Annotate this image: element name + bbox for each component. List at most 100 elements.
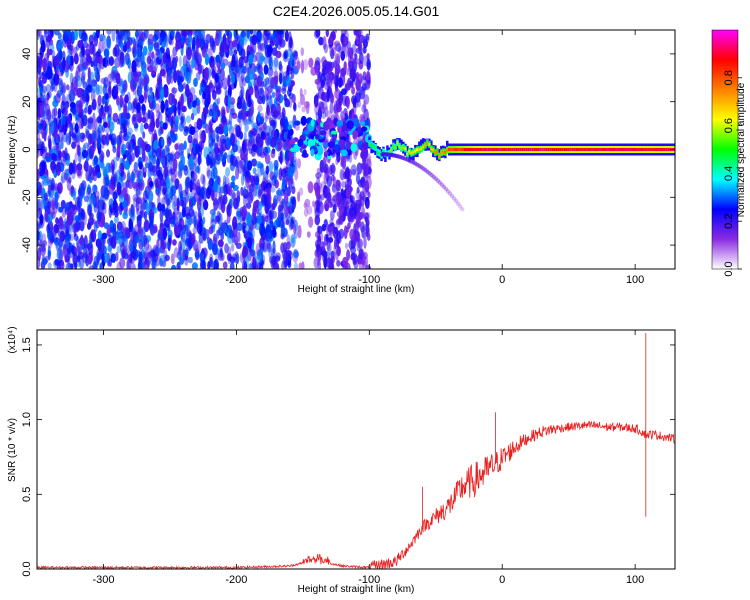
heatmap-cell bbox=[232, 222, 238, 229]
heatmap-cell bbox=[175, 226, 181, 236]
heatmap-cell bbox=[359, 121, 366, 126]
heatmap-cell bbox=[41, 180, 45, 190]
heatmap-cell bbox=[82, 81, 88, 89]
heatmap-cell bbox=[361, 104, 367, 113]
heatmap-cell bbox=[207, 185, 212, 196]
heatmap-cell bbox=[615, 148, 618, 151]
heatmap-cell bbox=[148, 89, 153, 104]
heatmap-cell bbox=[140, 122, 144, 135]
heatmap-cell bbox=[577, 148, 581, 151]
heatmap-cell bbox=[108, 162, 114, 173]
heatmap-cell bbox=[268, 161, 274, 173]
heatmap-cell bbox=[71, 105, 77, 118]
heatmap-cell bbox=[456, 201, 461, 206]
heatmap-cell bbox=[392, 144, 395, 148]
heatmap-cell bbox=[38, 207, 43, 216]
heatmap-cell bbox=[256, 61, 261, 74]
heatmap-cell bbox=[260, 131, 265, 139]
heatmap-cell bbox=[141, 67, 148, 78]
heatmap-cell bbox=[156, 72, 163, 85]
heatmap-cell bbox=[72, 189, 76, 201]
heatmap-cell bbox=[136, 214, 142, 229]
heatmap-cell bbox=[287, 166, 294, 179]
heatmap-cell bbox=[259, 52, 264, 66]
heatmap-cell bbox=[194, 218, 200, 230]
heatmap-cell bbox=[266, 102, 269, 114]
heatmap-cell bbox=[338, 46, 343, 58]
heatmap-cell bbox=[263, 64, 269, 75]
heatmap-cell bbox=[95, 84, 100, 96]
heatmap-cell bbox=[599, 148, 603, 151]
heatmap-cell bbox=[102, 202, 107, 210]
heatmap-cell bbox=[191, 36, 196, 50]
heatmap-cell bbox=[430, 147, 433, 151]
heatmap-cell bbox=[315, 119, 323, 129]
heatmap-cell bbox=[183, 140, 187, 150]
heatmap-cell bbox=[132, 142, 136, 150]
heatmap-cell bbox=[287, 177, 291, 186]
heatmap-cell bbox=[96, 60, 101, 75]
heatmap-cell bbox=[117, 37, 122, 47]
heatmap-cell bbox=[292, 49, 298, 58]
heatmap-cell bbox=[301, 144, 307, 150]
heatmap-cell bbox=[273, 159, 279, 171]
heatmap-cell bbox=[297, 224, 302, 239]
heatmap-cell bbox=[307, 138, 316, 148]
heatmap-cell bbox=[129, 256, 133, 264]
heatmap-cell bbox=[164, 144, 170, 157]
heatmap-cell bbox=[116, 245, 121, 254]
heatmap-cell bbox=[202, 260, 207, 269]
heatmap-cell bbox=[182, 202, 187, 216]
heatmap-cell bbox=[219, 186, 226, 194]
heatmap-cell bbox=[158, 129, 162, 137]
heatmap-cell bbox=[118, 194, 124, 203]
heatmap-cell bbox=[184, 206, 190, 219]
heatmap-cell bbox=[280, 118, 284, 127]
heatmap-cell bbox=[132, 181, 138, 189]
colorbar-tick-label: 0.0 bbox=[723, 261, 735, 276]
heatmap-cell bbox=[248, 54, 254, 65]
heatmap-cell bbox=[78, 102, 83, 115]
heatmap-cell bbox=[282, 50, 289, 63]
heatmap-cell bbox=[352, 117, 359, 125]
heatmap-cell bbox=[138, 210, 145, 218]
heatmap-cell bbox=[420, 147, 423, 151]
heatmap-cell bbox=[334, 237, 337, 250]
heatmap-cell bbox=[174, 151, 181, 160]
heatmap-cell bbox=[189, 126, 196, 136]
heatmap-cell bbox=[239, 75, 243, 89]
heatmap-cell bbox=[41, 88, 46, 102]
heatmap-cell bbox=[279, 200, 284, 212]
heatmap-cell bbox=[274, 159, 279, 170]
heatmap-cell bbox=[247, 160, 253, 171]
heatmap-cell bbox=[273, 261, 280, 269]
heatmap-cell bbox=[73, 53, 79, 65]
heatmap-cell bbox=[123, 79, 128, 92]
heatmap-cell bbox=[181, 83, 186, 90]
heatmap-cell bbox=[131, 226, 135, 235]
heatmap-cell bbox=[315, 30, 321, 38]
heatmap-cell bbox=[142, 190, 149, 203]
heatmap-cell bbox=[400, 146, 403, 150]
heatmap-cell bbox=[132, 48, 137, 58]
heatmap-cell bbox=[281, 87, 287, 95]
heatmap-cell bbox=[178, 143, 185, 156]
heatmap-cell bbox=[327, 192, 332, 204]
heatmap-cell bbox=[613, 148, 616, 151]
heatmap-cell bbox=[252, 167, 257, 175]
heatmap-cell bbox=[491, 148, 495, 151]
heatmap-cell bbox=[208, 177, 214, 187]
heatmap-cell bbox=[208, 226, 214, 235]
heatmap-cell bbox=[147, 33, 154, 45]
heatmap-cell bbox=[207, 261, 211, 269]
heatmap-cell bbox=[256, 37, 260, 45]
heatmap-cell bbox=[313, 182, 319, 192]
heatmap-cell bbox=[242, 65, 247, 74]
heatmap-cell bbox=[291, 237, 295, 244]
heatmap-cell bbox=[424, 143, 427, 147]
heatmap-cell bbox=[661, 148, 664, 151]
heatmap-cell bbox=[303, 101, 310, 109]
heatmap-cell bbox=[285, 98, 290, 107]
heatmap-cell bbox=[609, 148, 612, 151]
heatmap-cell bbox=[342, 256, 349, 267]
